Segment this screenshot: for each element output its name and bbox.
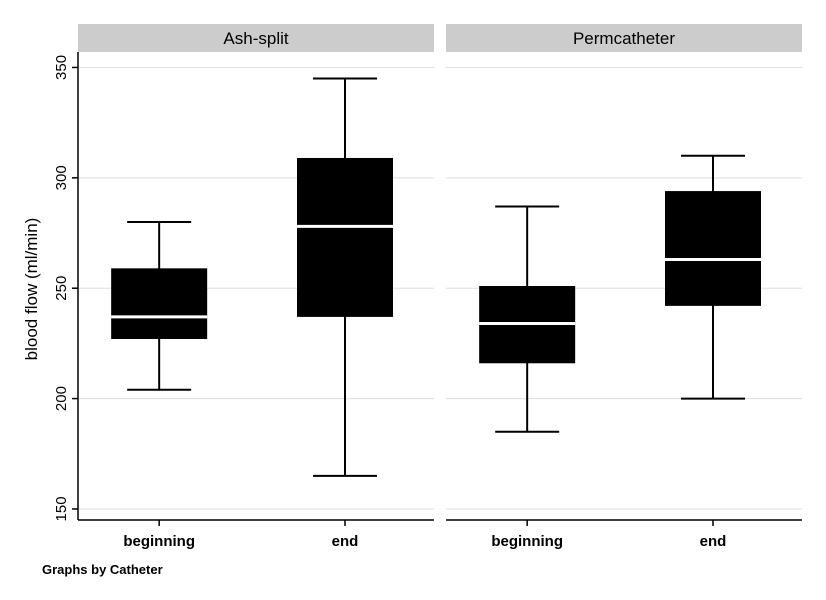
y-tick-label: 300: [53, 165, 70, 190]
category-label: beginning: [491, 533, 563, 550]
y-tick-label: 200: [53, 386, 70, 411]
graphs-by-note: Graphs by Catheter: [42, 562, 163, 577]
panel-title: Permcatheter: [573, 29, 675, 48]
box-iqr: [297, 157, 393, 317]
category-label: beginning: [123, 533, 195, 550]
box-iqr: [111, 268, 208, 339]
panel-strip: [78, 24, 434, 52]
category-label: end: [332, 533, 359, 550]
category-label: end: [700, 533, 727, 550]
y-tick-label: 250: [53, 276, 70, 301]
y-tick-label: 150: [53, 496, 70, 521]
panels-group: Ash-split 150 200 250 300 350 beginning end Perm…: [53, 24, 802, 550]
y-axis-title: blood flow (ml/min): [22, 218, 41, 361]
panel-title: Ash-split: [223, 29, 288, 48]
y-tick-label: 350: [53, 55, 70, 80]
box-iqr: [665, 191, 761, 306]
panel-strip: [446, 24, 802, 52]
